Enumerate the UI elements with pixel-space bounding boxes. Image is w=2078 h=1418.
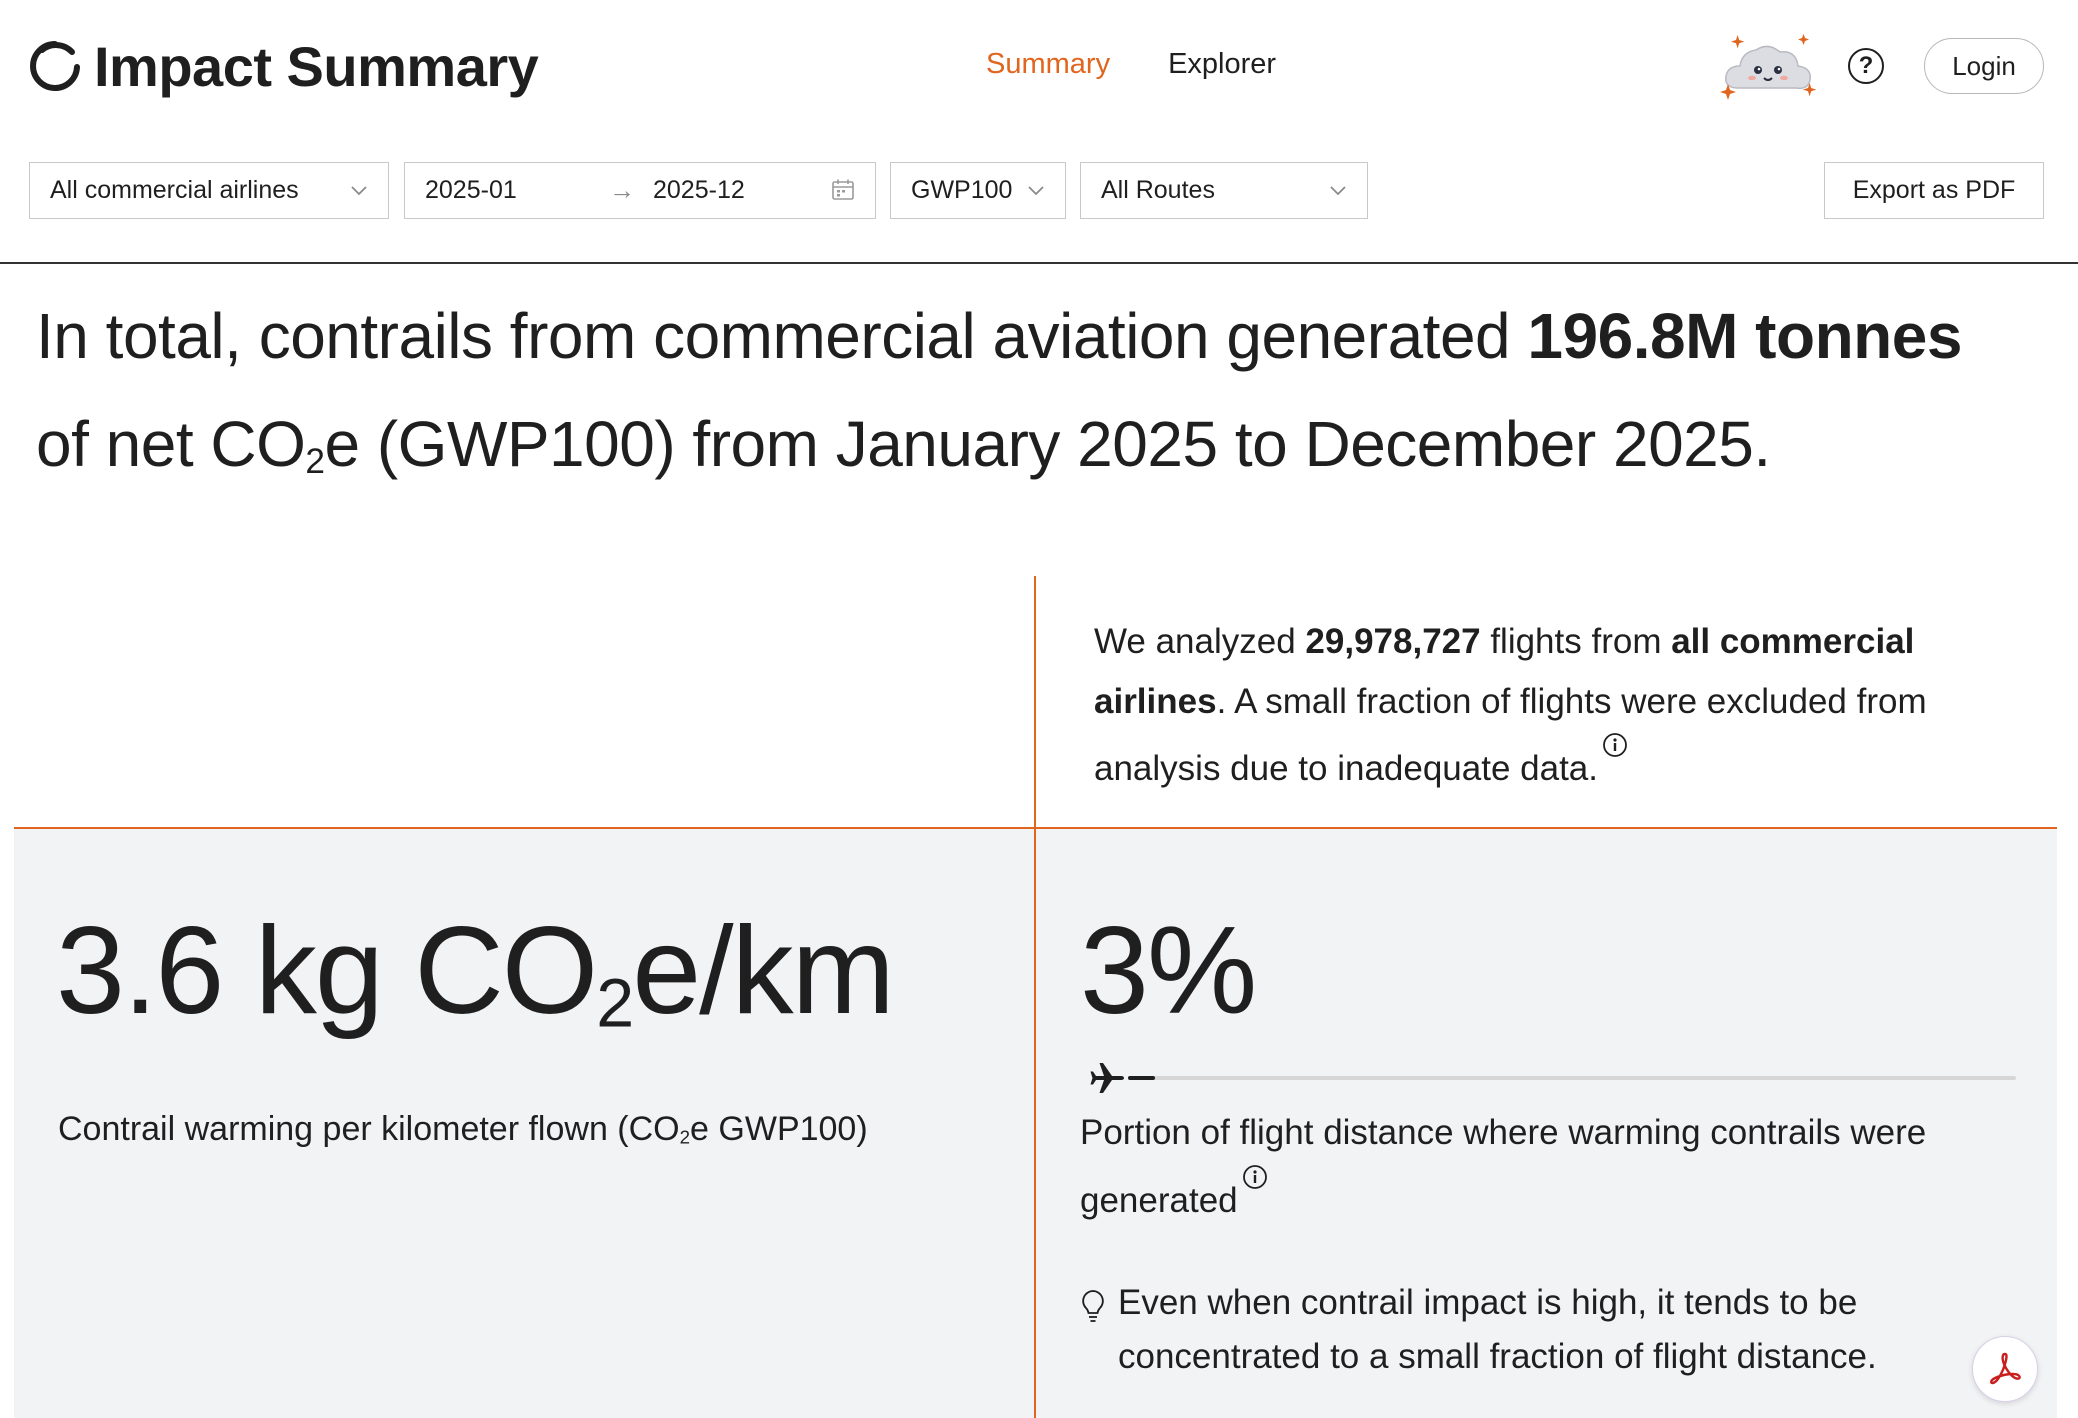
export-pdf-button[interactable]: Export as PDF: [1824, 162, 2044, 219]
routes-select-value: All Routes: [1101, 176, 1215, 204]
flight-count: 29,978,727: [1305, 622, 1481, 661]
logo-icon: [30, 41, 80, 91]
airline-select-value: All commercial airlines: [50, 176, 299, 204]
panel-horizontal-divider: [14, 827, 2057, 829]
pdf-icon: [1990, 1352, 2021, 1385]
analysis-text: We analyzed: [1094, 622, 1306, 661]
airplane-icon: [1090, 1063, 1124, 1093]
arrow-right-icon: →: [609, 175, 635, 205]
intensity-label-text: e GWP100): [690, 1110, 868, 1148]
app-header: Impact Summary Summary Explorer ? Login: [0, 0, 2078, 130]
intensity-label-text: Contrail warming per kilometer flown (CO: [58, 1110, 680, 1148]
progress-track: [1128, 1076, 2016, 1080]
chevron-down-icon: [1028, 186, 1044, 196]
intensity-label-subscript: 2: [679, 1126, 691, 1148]
summary-headline: In total, contrails from commercial avia…: [36, 282, 2036, 516]
contrail-intensity-value: 3.6 kg CO2e/km: [56, 900, 895, 1043]
headline-subscript: 2: [305, 442, 325, 482]
warming-portion-value: 3%: [1080, 902, 1257, 1040]
headline-middle: of net CO: [36, 408, 306, 480]
headline-amount: 196.8M tonnes: [1527, 300, 1962, 372]
chevron-down-icon: [1330, 186, 1346, 196]
calendar-icon: [832, 179, 854, 200]
intensity-subscript: 2: [596, 965, 634, 1042]
metrics-panel: [14, 828, 2057, 1418]
warming-portion-label: Portion of flight distance where warming…: [1080, 1102, 2030, 1232]
routes-select[interactable]: All Routes: [1080, 162, 1368, 219]
pdf-reader-button[interactable]: [1972, 1336, 2038, 1402]
intensity-unit: e/km: [632, 902, 895, 1040]
page-title: Impact Summary: [94, 35, 539, 98]
headline-suffix: e (GWP100) from January 2025 to December…: [324, 408, 1771, 480]
info-icon[interactable]: [1242, 1164, 1268, 1190]
filter-bar: All commercial airlines 2025-01 → 2025-1…: [0, 162, 2078, 220]
cloud-mascot-icon: [1720, 34, 1817, 100]
headline-prefix: In total, contrails from commercial avia…: [36, 300, 1528, 372]
analysis-summary: We analyzed 29,978,727 flights from all …: [1094, 612, 1994, 799]
intensity-number: 3.6 kg CO: [56, 902, 598, 1040]
airline-scope: all commercial airlines: [1094, 622, 1915, 721]
analysis-text: flights from: [1480, 622, 1672, 661]
date-range-picker[interactable]: 2025-01 → 2025-12: [404, 162, 876, 219]
insight-tip: Even when contrail impact is high, it te…: [1078, 1276, 1958, 1384]
date-start-value[interactable]: 2025-01: [425, 176, 517, 204]
portion-label-text: Portion of flight distance where warming…: [1080, 1113, 1927, 1220]
help-button[interactable]: ?: [1848, 48, 1884, 84]
panel-vertical-divider: [1034, 576, 1036, 1418]
info-icon[interactable]: [1602, 732, 1628, 758]
metric-select[interactable]: GWP100: [890, 162, 1066, 219]
airline-select[interactable]: All commercial airlines: [29, 162, 389, 219]
tab-summary[interactable]: Summary: [986, 48, 1111, 80]
contrail-intensity-label: Contrail warming per kilometer flown (CO…: [58, 1110, 868, 1149]
login-button[interactable]: Login: [1924, 38, 2044, 94]
tab-explorer[interactable]: Explorer: [1168, 48, 1277, 80]
metric-select-value: GWP100: [911, 176, 1013, 204]
main-nav: Summary Explorer: [986, 48, 1276, 81]
header-divider: [0, 262, 2078, 264]
analysis-text: . A small fraction of flights were exclu…: [1094, 682, 1927, 788]
flight-distance-progress: [1088, 1063, 2016, 1093]
lightbulb-icon: [1082, 1290, 1104, 1322]
chevron-down-icon: [351, 186, 367, 196]
tip-text: Even when contrail impact is high, it te…: [1118, 1283, 1877, 1376]
date-end-value[interactable]: 2025-12: [653, 176, 745, 204]
progress-fill: [1128, 1076, 1155, 1080]
help-icon: ?: [1858, 52, 1874, 79]
